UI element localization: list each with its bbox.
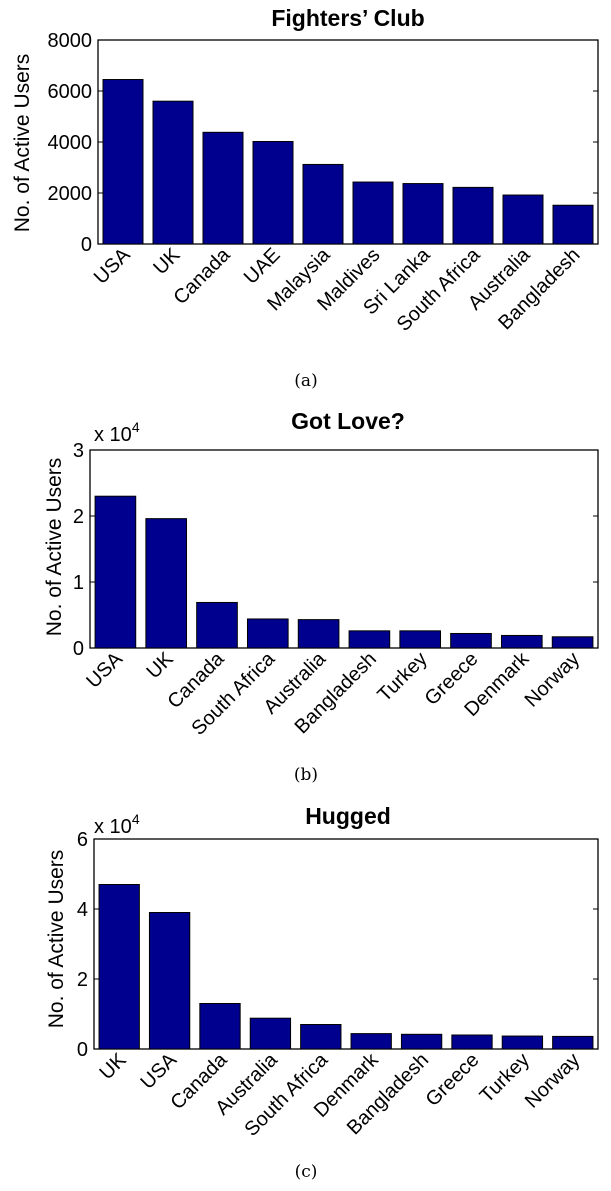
bar — [552, 204, 594, 245]
x-tick-label: Canada — [169, 243, 235, 309]
bar — [552, 1035, 594, 1050]
x-tick-label: Norway — [521, 1049, 584, 1112]
y-tick-label: 2 — [77, 969, 88, 991]
y-tick-label: 0 — [81, 234, 92, 256]
y-tick-label: 0 — [73, 638, 84, 660]
y-axis-label: No. of Active Users — [11, 54, 34, 233]
bar — [502, 194, 544, 245]
chart-title: Got Love? — [291, 408, 405, 434]
bar — [152, 100, 194, 245]
x-tick-label: USA — [90, 244, 135, 289]
bar — [202, 131, 244, 245]
bar — [249, 1017, 292, 1050]
x-tick-label: Greece — [422, 1049, 484, 1111]
bar — [297, 619, 340, 649]
y-tick-label: 3 — [73, 440, 84, 462]
bar — [302, 163, 344, 245]
y-axis-label: No. of Active Users — [45, 850, 68, 1029]
y-tick-label: 6000 — [48, 81, 93, 103]
bar — [399, 630, 442, 649]
bar — [145, 518, 188, 649]
x-tick-label: UAE — [240, 244, 285, 289]
y-tick-label: 8000 — [48, 30, 93, 52]
bar — [352, 181, 394, 245]
x-tick-label: UK — [143, 648, 179, 684]
y-tick-label: 6 — [77, 829, 88, 851]
axis-multiplier: x 104 — [94, 419, 140, 446]
bar — [501, 1035, 544, 1050]
figure-caption: (a) — [294, 371, 317, 391]
chart-panel-a: 0 2000 4000 6000 8000 USA UK Canada UAE Malaysia… — [0, 0, 611, 398]
figure-caption: (b) — [294, 765, 318, 785]
chart-title: Hugged — [305, 803, 391, 829]
bar — [196, 601, 238, 649]
y-tick-label: 1 — [73, 572, 84, 594]
plot-frame — [93, 838, 599, 1050]
y-tick-label: 2 — [73, 506, 84, 528]
y-tick-label: 4000 — [48, 132, 93, 154]
bar — [102, 79, 144, 245]
bar — [94, 495, 137, 649]
x-tick-label: USA — [82, 648, 127, 693]
bar — [402, 183, 444, 245]
axis-multiplier: x 104 — [94, 811, 140, 838]
bar — [148, 912, 191, 1050]
figure-caption: (c) — [295, 1162, 318, 1182]
bar — [400, 1033, 443, 1050]
bar — [450, 632, 492, 649]
bar — [350, 1033, 392, 1050]
x-tick-label: UK — [96, 1049, 132, 1085]
bar — [246, 618, 289, 649]
bar — [348, 630, 391, 649]
x-tick-label: Norway — [521, 648, 584, 711]
bar — [452, 186, 494, 245]
bar — [500, 634, 543, 649]
x-tick-label: UK — [149, 244, 185, 280]
y-axis-label: No. of Active Users — [43, 458, 66, 637]
plot-frame — [89, 449, 599, 649]
bar — [300, 1024, 342, 1050]
bar — [451, 1034, 493, 1050]
y-tick-label: 2000 — [48, 183, 93, 205]
chart-title: Fighters’ Club — [271, 5, 424, 31]
x-tick-label: USA — [136, 1049, 181, 1094]
bar — [252, 140, 294, 245]
y-tick-label: 4 — [77, 899, 88, 921]
y-tick-label: 0 — [77, 1039, 88, 1061]
bar — [199, 1003, 241, 1050]
bar — [98, 884, 140, 1050]
bar — [551, 636, 594, 649]
